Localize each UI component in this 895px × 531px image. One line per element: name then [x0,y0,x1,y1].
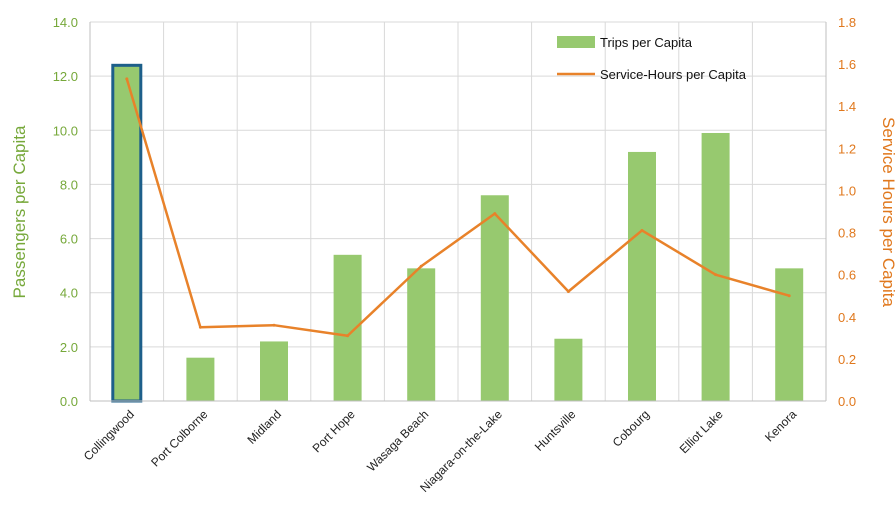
grid [90,21,826,402]
left-axis-ticks: 0.0 2.0 4.0 6.0 8.0 10.0 12.0 14.0 [53,15,78,409]
category-label: Huntsville [532,407,579,454]
left-tick-label: 12.0 [53,69,78,84]
line-point [346,334,350,338]
left-tick-label: 2.0 [60,340,78,355]
legend-bar-swatch [557,36,595,48]
left-tick-label: 4.0 [60,286,78,301]
right-tick-label: 0.2 [838,352,856,367]
legend: Trips per Capita Service-Hours per Capit… [557,35,747,82]
left-tick-label: 8.0 [60,177,78,192]
axes [89,22,827,402]
legend-bar-label: Trips per Capita [600,35,693,50]
line-point [198,325,202,329]
bar-cobourg [628,151,656,401]
right-tick-label: 0.4 [838,310,856,325]
bar-series [111,63,804,403]
category-labels: Collingwood Port Colborne Midland Port Hope… [81,407,800,495]
legend-line-label: Service-Hours per Capita [600,67,747,82]
line-series [125,77,791,338]
left-tick-label: 14.0 [53,15,78,30]
category-label: Wasaga Beach [364,407,431,474]
line-point [493,212,497,216]
left-tick-label: 10.0 [53,123,78,138]
left-axis-title: Passengers per Capita [10,125,29,298]
line-point [714,273,718,277]
right-tick-label: 0.8 [838,226,856,241]
right-tick-label: 0.6 [838,268,856,283]
category-label: Elliot Lake [677,407,726,456]
right-axis-ticks: 0.0 0.2 0.4 0.6 0.8 1.0 1.2 1.4 1.6 1.8 [838,15,856,409]
right-axis-title: Service Hours per Capita [879,117,895,307]
category-label: Port Hope [310,407,358,455]
line-point [787,294,791,298]
left-tick-label: 6.0 [60,232,78,247]
bar-wasaga-beach [407,268,436,401]
bar-midland [260,341,288,401]
right-tick-label: 1.4 [838,99,856,114]
right-tick-label: 1.0 [838,183,856,198]
line-point [272,323,276,327]
right-tick-label: 1.2 [838,141,856,156]
left-tick-label: 0.0 [60,394,78,409]
category-label: Collingwood [81,407,137,463]
category-label: Kenora [762,407,799,444]
category-label: Midland [245,407,285,447]
bar-huntsville [554,338,583,401]
bar-niagara-on-the-lake [480,195,509,401]
bar-kenora [775,268,804,401]
right-tick-label: 1.6 [838,57,856,72]
line-point [419,264,423,268]
bar-elliot-lake [701,132,730,401]
right-tick-label: 1.8 [838,15,856,30]
line-point [566,290,570,294]
line-point [640,228,644,232]
bar-port-colborne [186,357,215,401]
line-point [125,77,129,81]
category-label: Cobourg [610,407,652,449]
category-label: Niagara-on-the-Lake [417,407,505,495]
category-label: Port Colborne [148,407,210,469]
right-tick-label: 0.0 [838,394,856,409]
service-hours-line [125,78,790,337]
